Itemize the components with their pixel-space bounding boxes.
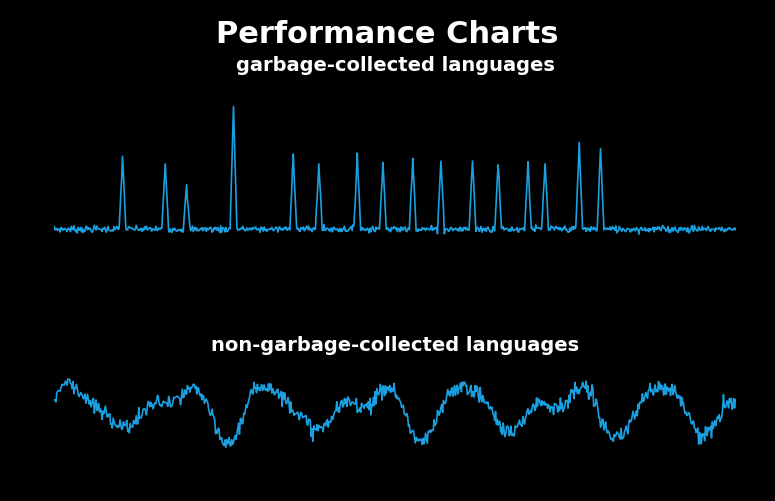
Text: Performance Charts: Performance Charts (216, 20, 559, 49)
Text: non-garbage-collected languages: non-garbage-collected languages (211, 336, 580, 355)
Text: garbage-collected languages: garbage-collected languages (236, 56, 555, 75)
